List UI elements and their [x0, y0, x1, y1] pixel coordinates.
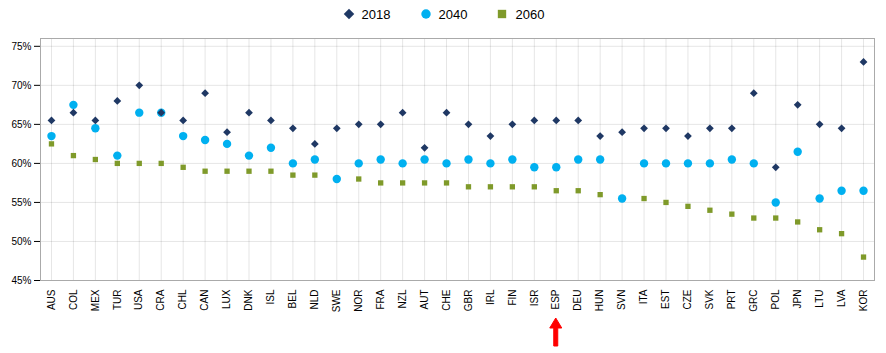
- svg-text:EST: EST: [660, 290, 671, 309]
- svg-text:SVN: SVN: [616, 290, 627, 311]
- svg-text:60%: 60%: [11, 158, 31, 169]
- html-text:2018: 2018: [361, 6, 391, 22]
- svg-text:FIN: FIN: [507, 290, 518, 306]
- svg-text:KOR: KOR: [858, 290, 869, 312]
- svg-text:USA: USA: [133, 289, 144, 310]
- svg-text:ESP: ESP: [550, 289, 561, 309]
- svg-text:ISR: ISR: [529, 290, 540, 307]
- svg-text:65%: 65%: [11, 119, 31, 130]
- svg-text:POL: POL: [770, 289, 781, 309]
- html-text:2060: 2060: [515, 6, 545, 22]
- svg-text:NLD: NLD: [309, 290, 320, 310]
- svg-text:DEU: DEU: [572, 290, 583, 311]
- svg-text:CZE: CZE: [682, 289, 693, 309]
- svg-text:CAN: CAN: [199, 290, 210, 311]
- svg-text:NZL: NZL: [397, 289, 408, 308]
- svg-text:AUS: AUS: [46, 289, 57, 310]
- svg-text:LTU: LTU: [814, 290, 825, 308]
- svg-text:NOR: NOR: [353, 290, 364, 312]
- svg-text:75%: 75%: [11, 41, 31, 52]
- svg-text:45%: 45%: [11, 275, 31, 286]
- svg-text:MEX: MEX: [90, 289, 101, 311]
- svg-text:AUT: AUT: [419, 290, 430, 310]
- svg-text:PRT: PRT: [726, 290, 737, 310]
- svg-text:50%: 50%: [11, 236, 31, 247]
- svg-text:COL: COL: [68, 289, 79, 310]
- svg-text:IRL: IRL: [485, 289, 496, 305]
- svg-text:CRA: CRA: [155, 289, 166, 310]
- svg-text:HUN: HUN: [594, 290, 605, 312]
- html-text:2040: 2040: [438, 6, 468, 22]
- svg-text:LUX: LUX: [221, 289, 232, 309]
- svg-text:LVA: LVA: [836, 289, 847, 307]
- svg-text:ISL: ISL: [265, 289, 276, 304]
- svg-text:CHE: CHE: [441, 289, 452, 310]
- svg-text:55%: 55%: [11, 197, 31, 208]
- svg-text:FRA: FRA: [375, 289, 386, 309]
- svg-text:DNK: DNK: [243, 289, 254, 310]
- svg-text:GRC: GRC: [748, 290, 759, 312]
- svg-text:CHL: CHL: [177, 289, 188, 309]
- svg-text:ITA: ITA: [638, 289, 649, 304]
- svg-text:GBR: GBR: [463, 290, 474, 312]
- svg-text:BEL: BEL: [287, 289, 298, 308]
- svg-text:TUR: TUR: [112, 290, 123, 311]
- svg-text:SVK: SVK: [704, 289, 715, 309]
- svg-text:SWE: SWE: [331, 289, 342, 312]
- svg-text:JPN: JPN: [792, 290, 803, 309]
- svg-text:70%: 70%: [11, 80, 31, 91]
